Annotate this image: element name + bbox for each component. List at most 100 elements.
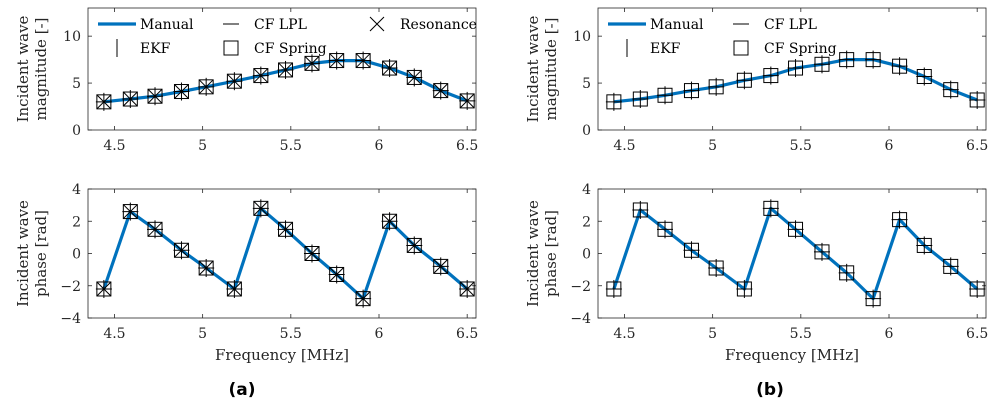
x-tick-label: 6	[885, 326, 894, 342]
x-tick-label: 6.5	[456, 326, 478, 342]
point-resonance	[198, 260, 214, 276]
point-resonance	[329, 267, 345, 282]
y-tick-label: −2	[570, 279, 591, 295]
legend-label: CF Spring	[254, 41, 327, 57]
y-tick-label: 10	[573, 29, 591, 45]
y-tick-label: −4	[570, 311, 591, 327]
point-resonance	[433, 259, 449, 274]
legend-label: EKF	[140, 41, 171, 57]
point-resonance	[96, 281, 112, 297]
point-resonance	[433, 83, 449, 98]
panel-b-bottom-phase: 4.5 5 5.5 6 6.5 −4 −2 0 2 4 Incident wave phase [ra…	[524, 182, 988, 364]
x-axis-label: Frequency [MHz]	[725, 346, 859, 364]
series-ekf	[103, 199, 468, 308]
x-tick-label: 6.5	[966, 138, 988, 154]
point-resonance	[174, 84, 189, 99]
y-tick-label: 10	[63, 29, 81, 45]
point-resonance	[459, 281, 475, 297]
series-cf-spring	[96, 200, 475, 307]
x-tick-label: 5.5	[280, 326, 302, 342]
point-resonance	[369, 16, 385, 32]
y-tick-label: 2	[72, 214, 81, 230]
series-ekf	[613, 199, 978, 308]
x-tick-label: 6.5	[966, 326, 988, 342]
point-resonance	[304, 56, 320, 71]
panel-a-bottom-phase: 4.5 5 5.5 6 6.5 −4 −2 0 2 4 Incident wave phase [ra…	[14, 182, 478, 364]
y-tick-label: −4	[60, 311, 81, 327]
x-tick-label: 6.5	[456, 138, 478, 154]
x-tick-label: 4.5	[103, 138, 125, 154]
x-tick-label: 5.5	[280, 138, 302, 154]
x-tick-label: 5.5	[790, 138, 812, 154]
point-resonance	[227, 73, 242, 89]
y-axis-label: Incident wave	[524, 200, 542, 307]
point-resonance	[122, 91, 138, 107]
point-resonance	[147, 221, 163, 237]
y-axis-label: phase [rad]	[32, 210, 50, 297]
x-tick-label: 6	[885, 138, 894, 154]
point-resonance	[96, 94, 112, 110]
y-tick-label: 4	[72, 182, 81, 198]
legend: Manual CF LPL Resonance EKF CF Spring	[98, 16, 477, 57]
panel-b-top-magnitude: 4.5 5 5.5 6 6.5 0 5 10 Incident wave magnitude [-…	[524, 7, 988, 154]
legend: Manual CF LPL EKF CF Spring	[608, 17, 837, 57]
y-tick-label: 0	[72, 247, 81, 263]
legend-label: CF LPL	[254, 17, 307, 33]
point-resonance	[147, 88, 163, 104]
legend-label: EKF	[650, 41, 681, 57]
axes-box	[87, 188, 477, 319]
y-tick-label: 0	[582, 247, 591, 263]
y-axis-label: Incident wave	[14, 200, 32, 307]
point-resonance	[122, 204, 138, 219]
x-tick-label: 5	[198, 326, 207, 342]
series-resonance	[96, 200, 475, 307]
y-tick-label: 2	[582, 214, 591, 230]
x-tick-label: 4.5	[103, 326, 125, 342]
x-tick-label: 5	[198, 138, 207, 154]
axes-box	[87, 7, 477, 131]
point-resonance	[382, 213, 397, 229]
point-resonance	[459, 93, 475, 109]
legend-label: Manual	[140, 17, 194, 33]
point-resonance	[355, 53, 371, 68]
x-tick-label: 6	[375, 326, 384, 342]
y-axis-label: Incident wave	[524, 15, 542, 122]
y-axis-label: magnitude [-]	[32, 18, 50, 121]
point-resonance	[278, 221, 293, 237]
y-tick-label: 5	[72, 76, 81, 92]
series-cf-lpl	[605, 207, 986, 300]
point-resonance	[406, 238, 422, 253]
y-tick-label: 5	[582, 76, 591, 92]
legend-label: Manual	[650, 17, 704, 33]
axes-box	[597, 7, 987, 131]
y-axis-label: magnitude [-]	[542, 18, 560, 121]
y-tick-label: −2	[60, 279, 81, 295]
y-tick-label: 0	[72, 123, 81, 139]
x-tick-label: 4.5	[613, 326, 635, 342]
legend-symbol-cf-spring	[733, 40, 749, 56]
panel-a-top-magnitude: 4.5 5 5.5 6 6.5 0 5 10 Incident wave magnitude [-…	[14, 7, 478, 154]
point-resonance	[253, 68, 269, 83]
series-ekf	[103, 51, 468, 111]
point-resonance	[174, 242, 189, 258]
x-tick-label: 6	[375, 138, 384, 154]
point-resonance	[278, 62, 293, 78]
point-resonance	[329, 53, 345, 68]
y-axis-label: Incident wave	[14, 15, 32, 122]
axes-box	[597, 188, 987, 319]
series-resonance	[96, 53, 475, 110]
legend-label: CF LPL	[764, 17, 817, 33]
x-axis-label: Frequency [MHz]	[215, 346, 349, 364]
legend-symbol-resonance	[369, 16, 385, 32]
point-cf-spring	[733, 40, 749, 56]
caption-a: (a)	[228, 380, 255, 400]
legend-symbol-cf-spring	[223, 40, 239, 56]
point-resonance	[304, 246, 320, 261]
series-cf-spring	[606, 200, 985, 307]
point-resonance	[198, 79, 214, 95]
x-tick-label: 5	[708, 138, 717, 154]
legend-label: Resonance	[400, 17, 477, 33]
y-tick-label: 4	[582, 182, 591, 198]
point-resonance	[355, 291, 371, 307]
